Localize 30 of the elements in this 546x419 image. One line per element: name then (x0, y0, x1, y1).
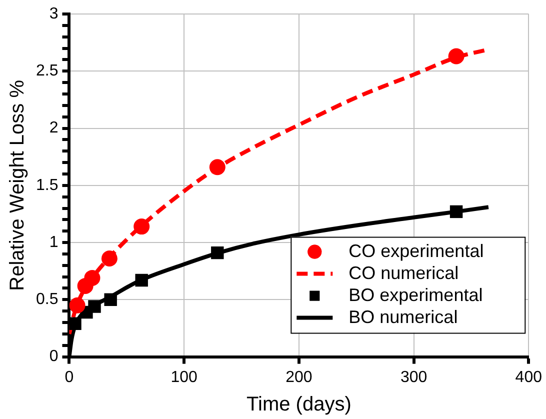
point (448, 48, 464, 64)
point (135, 274, 148, 287)
x-tick-label: 100 (170, 368, 198, 386)
x-tick-label: 0 (64, 368, 74, 386)
point (134, 218, 150, 235)
legend-label: CO numerical (348, 262, 459, 283)
y-tick-label: 1.5 (36, 176, 58, 194)
y-tick-label: 0 (49, 348, 58, 366)
legend-label: BO numerical (348, 306, 458, 327)
y-tick-label: 2.5 (36, 62, 58, 80)
y-tick-label: 3 (49, 5, 58, 22)
legend-label: BO experimental (348, 284, 483, 305)
point (88, 300, 101, 313)
point (209, 159, 226, 176)
point (101, 250, 118, 267)
x-tick-label: 200 (286, 368, 312, 386)
point (211, 246, 224, 260)
point (69, 297, 86, 314)
y-axis-title: Relative Weight Loss % (6, 80, 29, 291)
point (450, 205, 463, 218)
point (104, 293, 117, 306)
point (84, 270, 100, 286)
x-tick-label: 300 (400, 368, 428, 386)
y-tick-label: 2 (49, 120, 58, 137)
x-axis-title: Time (days) (246, 394, 352, 416)
y-tick-label: 1 (49, 234, 58, 251)
x-tick-label: 400 (515, 368, 542, 386)
legend-label: CO experimental (348, 240, 484, 261)
point (69, 317, 82, 330)
y-tick-label: 0.5 (36, 291, 58, 308)
